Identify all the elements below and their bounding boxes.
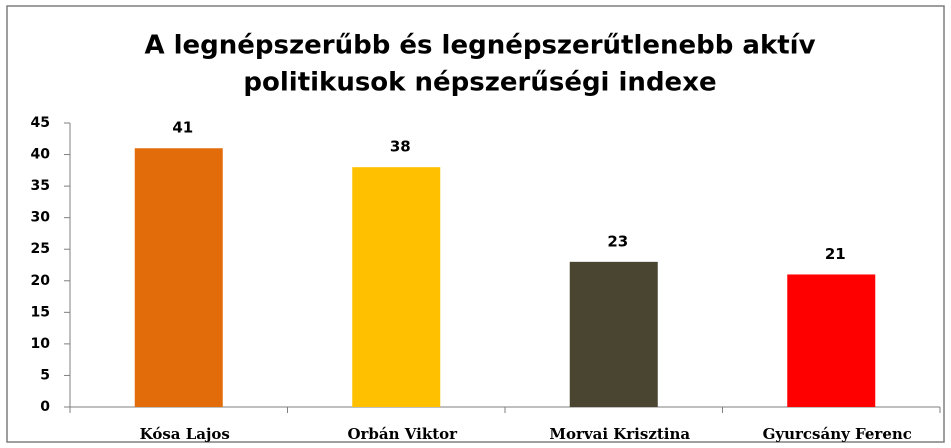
y-tick-label: 15 [31,304,50,320]
x-tick-label: Kósa Lajos [140,425,230,443]
y-tick-label: 20 [31,273,51,289]
chart-title: A legnépszerűbb és legnépszerűtlenebb ak… [144,31,815,61]
data-label: 21 [825,245,846,263]
data-label: 38 [390,138,411,156]
x-tick-label: Morvai Krisztina [549,425,690,443]
bar [352,167,441,407]
y-tick-label: 0 [40,399,50,415]
x-tick-label: Gyurcsány Ferenc [763,425,912,443]
x-tick-label: Orbán Viktor [347,425,458,443]
y-tick-label: 5 [40,367,50,383]
y-tick-label: 45 [31,115,50,131]
bar [569,261,658,407]
y-tick-label: 25 [31,241,50,257]
y-tick-label: 10 [31,336,51,352]
bar [134,148,223,407]
chart-title: politikusok népszerűségi indexe [243,68,716,98]
y-tick-label: 35 [31,178,50,194]
y-tick-label: 40 [31,147,51,163]
y-tick-label: 30 [31,210,51,226]
bar [787,274,876,407]
data-label: 41 [172,119,193,137]
data-label: 23 [607,232,628,250]
